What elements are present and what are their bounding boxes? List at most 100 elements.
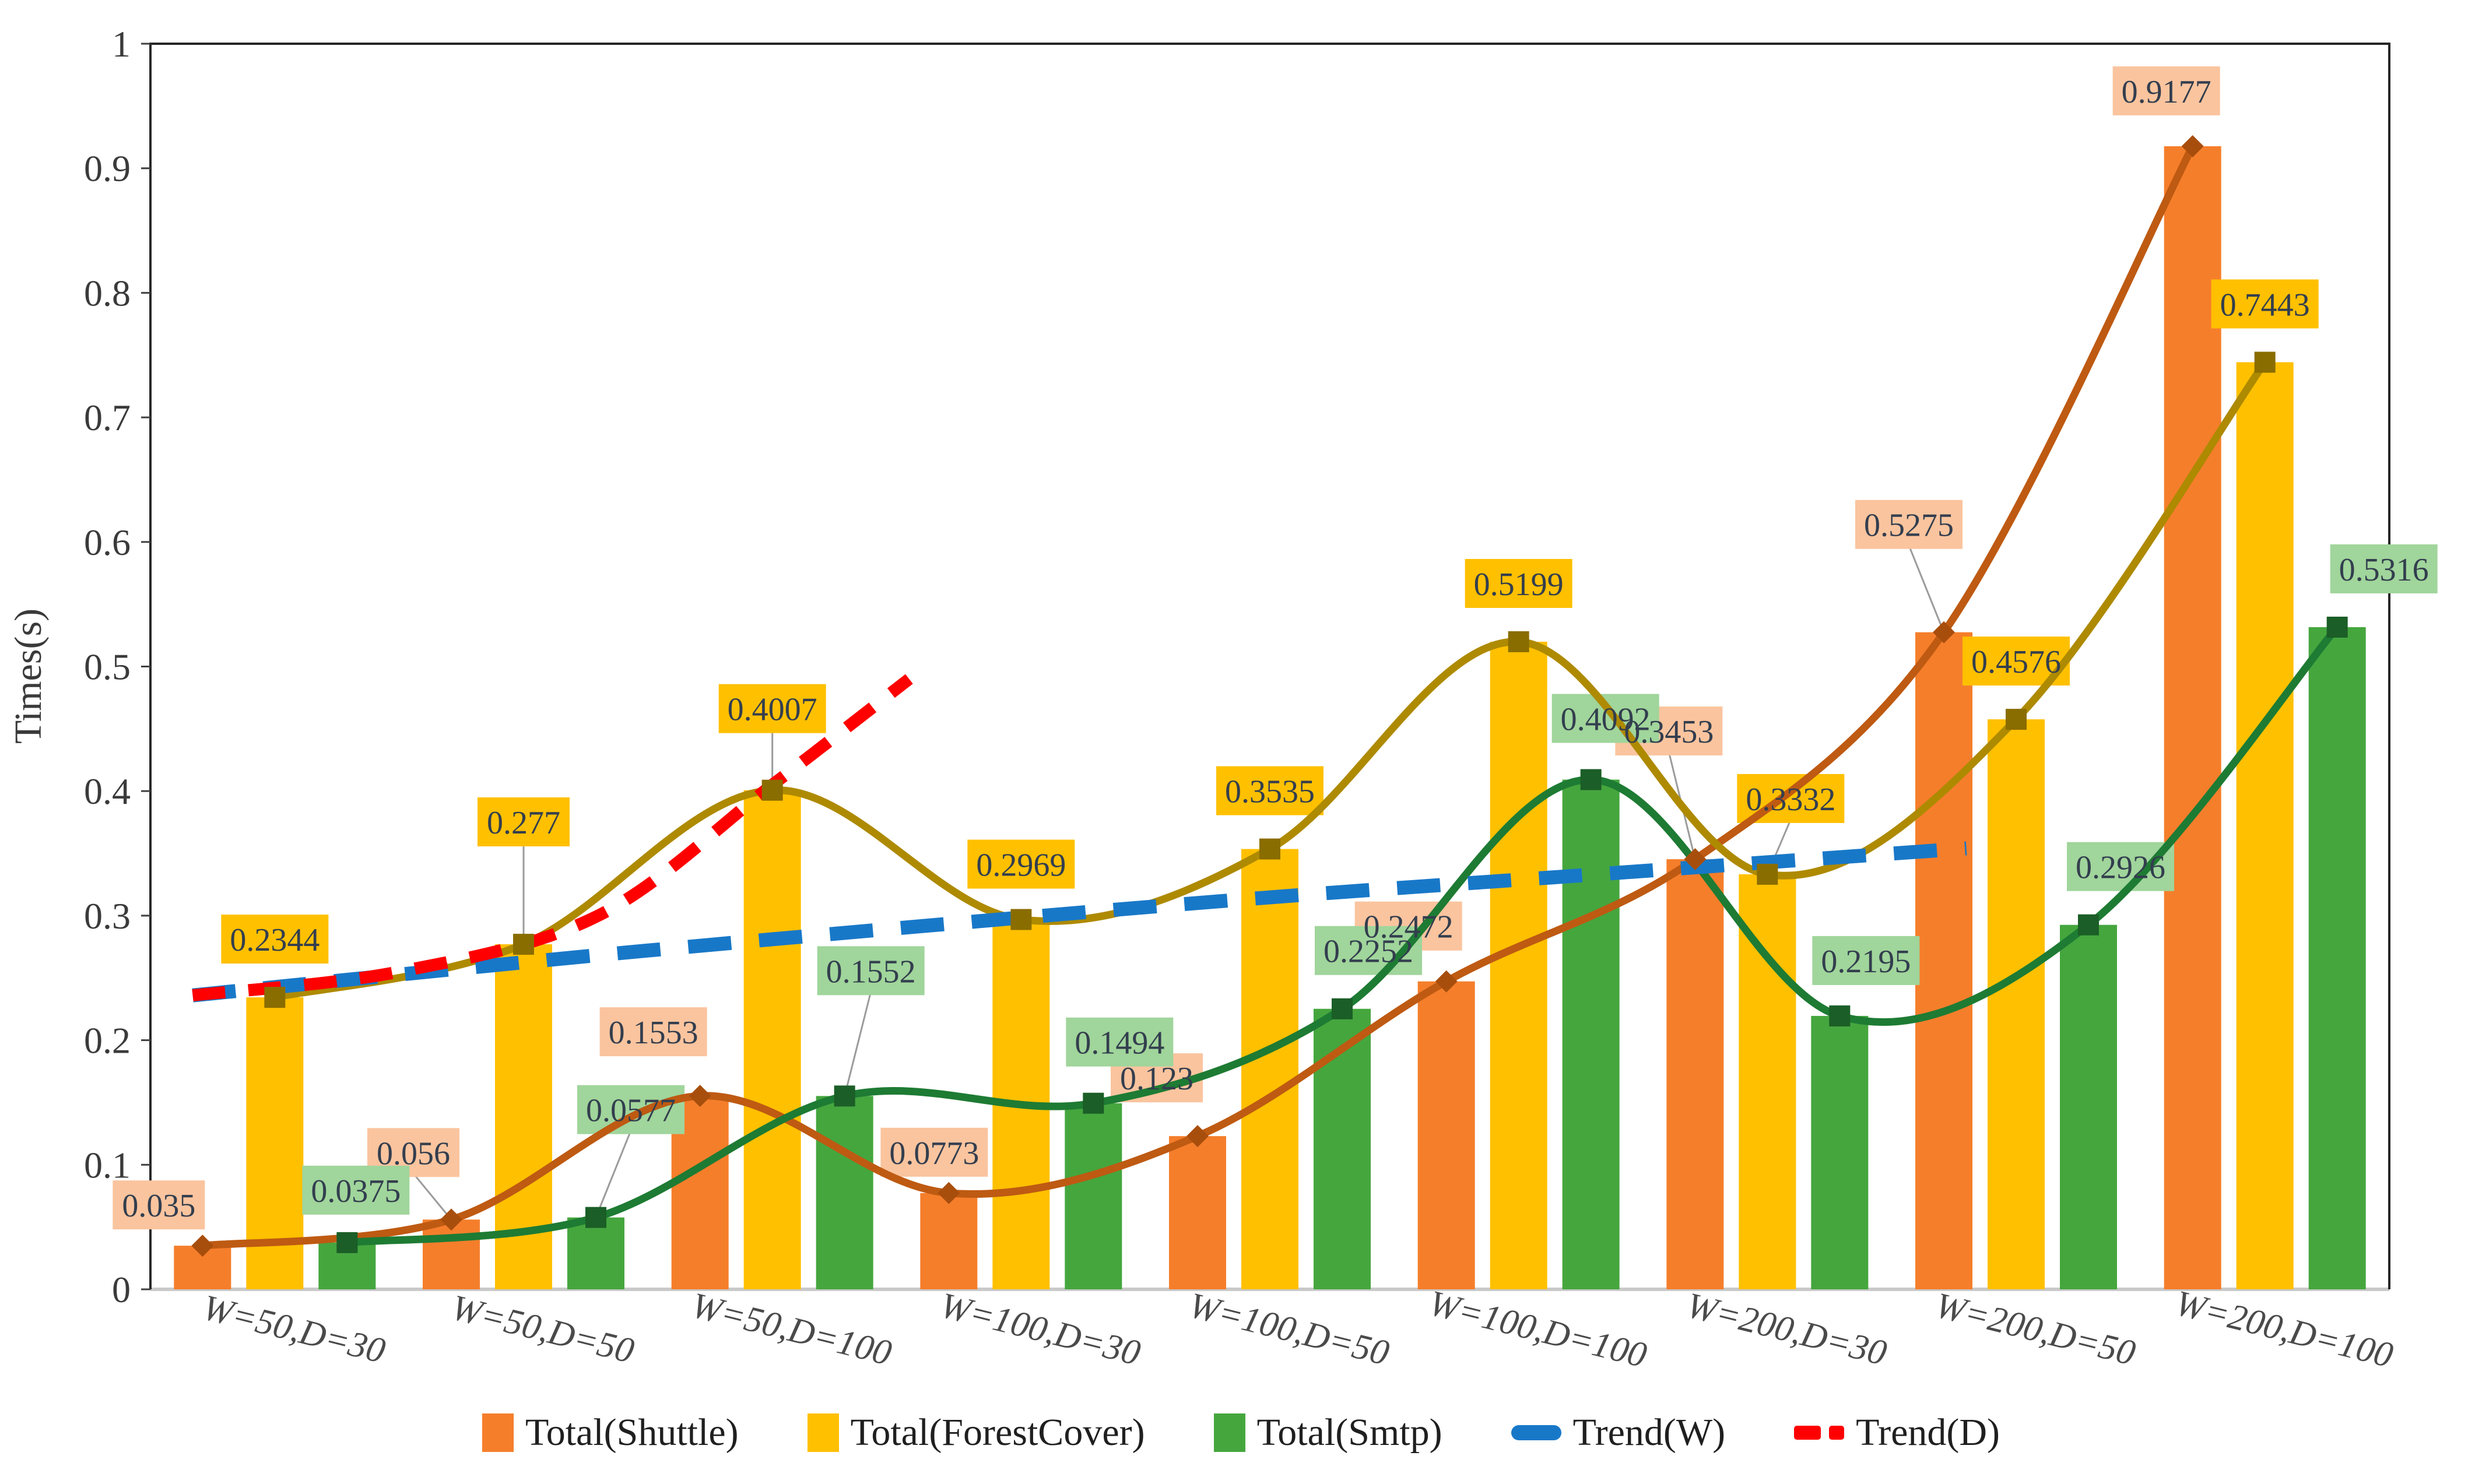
legend-bar-swatch-icon (1213, 1413, 1245, 1452)
y-tick-label: 1 (112, 23, 131, 65)
value-label: 0.2472 (1364, 909, 1454, 945)
x-axis-category-label: W=200,D=100 (2171, 1283, 2397, 1375)
bar (920, 1193, 978, 1289)
value-label-texts: 0.0350.0560.15530.07730.1230.24720.34530… (122, 74, 2428, 1224)
legend-item: Total(Shuttle) (482, 1411, 739, 1455)
legend-item: Total(Smtp) (1213, 1411, 1442, 1455)
bars-layer (174, 146, 2366, 1289)
value-label: 0.3332 (1746, 782, 1835, 818)
x-axis-category-label: W=200,D=50 (1932, 1285, 2140, 1373)
series-marker (938, 1181, 960, 1204)
value-label-box (302, 1165, 410, 1215)
value-label-box (967, 839, 1075, 889)
value-label: 0.2252 (1324, 934, 1413, 970)
series-marker (1332, 998, 1353, 1019)
series-marker (440, 1208, 462, 1231)
bar (423, 1219, 480, 1289)
x-axis-labels: W=50,D=30 W=50,D=50 W=50,D=100 W=100,D=30 W=… (199, 1283, 2397, 1375)
bar (743, 790, 801, 1289)
legend-bar-swatch-icon (482, 1413, 514, 1452)
value-label: 0.0773 (889, 1135, 979, 1172)
value-label-box (599, 1007, 707, 1057)
y-tick-label: 0.7 (84, 397, 131, 438)
trend-d-line (192, 674, 913, 1002)
value-label: 0.9177 (2122, 74, 2211, 110)
y-tick-label: 0.9 (84, 148, 131, 189)
x-axis-category-label: W=100,D=30 (936, 1285, 1145, 1373)
value-label: 0.1552 (826, 954, 916, 990)
value-label-box (113, 1180, 205, 1230)
bar (1417, 981, 1475, 1289)
series-markers (191, 135, 2348, 1257)
bar (2060, 924, 2117, 1289)
y-tick-label: 0.2 (84, 1020, 131, 1061)
value-label: 0.2344 (230, 922, 320, 958)
series-marker (834, 1085, 855, 1107)
series-curve (343, 623, 2341, 1247)
y-tick-label: 0.6 (84, 522, 131, 563)
legend-label: Total(ForestCover) (850, 1411, 1145, 1454)
series-marker (2326, 616, 2348, 638)
bar (1988, 719, 2045, 1289)
y-tick-label: 0 (112, 1269, 131, 1310)
bar (1490, 641, 1547, 1289)
value-label: 0.4576 (1971, 644, 2061, 680)
x-axis-category-label: W=50,D=50 (448, 1288, 638, 1371)
value-label: 0.5199 (1474, 567, 1564, 603)
series-marker (2181, 135, 2204, 157)
bar (2164, 146, 2221, 1289)
series-marker (1829, 1005, 1851, 1026)
bar (1915, 632, 1972, 1289)
value-label: 0.2926 (2076, 850, 2165, 886)
series-marker (1083, 1092, 1104, 1114)
y-axis-title: Times(s) (7, 609, 50, 744)
legend-double-dash-swatch-icon (1794, 1426, 1845, 1440)
x-axis-category-label: W=50,D=30 (199, 1288, 389, 1371)
value-label: 0.2969 (976, 848, 1066, 884)
series-marker (264, 987, 286, 1008)
series-marker (761, 779, 783, 801)
value-label: 0.5275 (1864, 508, 1954, 544)
legend-dash-swatch-icon (1511, 1425, 1561, 1440)
bar (1562, 779, 1620, 1289)
value-label-box (1216, 766, 1324, 815)
bar (816, 1096, 873, 1289)
value-label-box (2330, 544, 2438, 593)
bar (567, 1217, 624, 1289)
series-marker (1435, 970, 1458, 993)
series-marker (336, 1232, 358, 1253)
series-marker (1757, 863, 1778, 885)
legend: Total(Shuttle) Total(ForestCover) Total(Sm… (0, 1398, 2482, 1468)
value-label-box (1855, 500, 1963, 549)
series-marker (2006, 709, 2027, 730)
y-tick-label: 0.8 (84, 272, 131, 314)
value-label-box (577, 1085, 684, 1134)
value-label: 0.277 (487, 805, 560, 841)
trend-w-line (192, 841, 1967, 1003)
value-label-box (2211, 279, 2319, 329)
bar (1811, 1015, 1869, 1289)
y-tick-label: 0.3 (84, 895, 131, 937)
value-label-box (2067, 842, 2174, 891)
trend-lines (192, 674, 1967, 1003)
series-marker (1186, 1125, 1209, 1148)
value-label-box (880, 1127, 988, 1177)
series-marker (1010, 909, 1032, 930)
legend-label: Total(Smtp) (1256, 1411, 1442, 1454)
value-label: 0.0577 (586, 1093, 676, 1129)
legend-label: Trend(D) (1856, 1411, 2000, 1454)
bar (2308, 627, 2366, 1289)
y-tick-label: 0.5 (84, 646, 131, 688)
x-axis-category-label: W=200,D=30 (1683, 1285, 1891, 1373)
value-label-box (1812, 936, 1920, 985)
value-label: 0.5316 (2339, 552, 2429, 588)
x-axis-category-label: W=100,D=100 (1425, 1283, 1651, 1375)
value-label-box (478, 797, 570, 847)
value-label: 0.1494 (1075, 1025, 1164, 1061)
legend-bar-swatch-icon (807, 1413, 839, 1452)
series-marker (585, 1207, 606, 1228)
value-label: 0.035 (122, 1188, 195, 1224)
bar (1065, 1103, 1122, 1289)
